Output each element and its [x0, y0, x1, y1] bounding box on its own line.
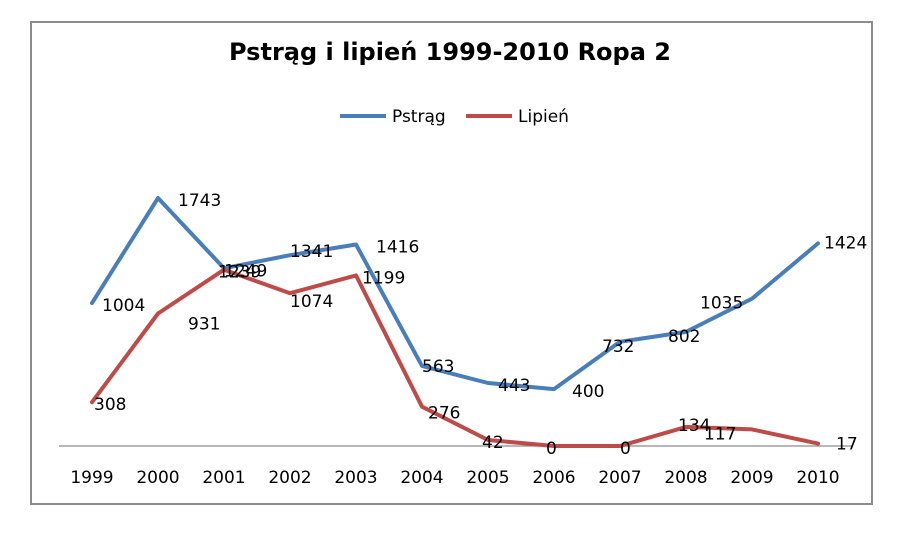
- x-tick-label: 2008: [664, 468, 707, 488]
- data-label: 42: [482, 433, 504, 453]
- x-tick-label: 2005: [466, 468, 509, 488]
- data-label: 1249: [224, 261, 267, 281]
- series-line-lipien: [90, 267, 820, 448]
- x-tick-label: 2000: [136, 468, 179, 488]
- data-label: 1004: [102, 296, 145, 316]
- legend-label: Lipień: [518, 107, 569, 127]
- x-tick-label: 2009: [730, 468, 773, 488]
- data-label: 276: [428, 404, 460, 424]
- data-label: 17: [836, 435, 858, 455]
- chart-title: Pstrąg i lipień 1999-2010 Ropa 2: [229, 38, 671, 66]
- data-label: 1743: [178, 191, 221, 211]
- data-label: 117: [704, 424, 736, 444]
- data-label: 0: [620, 439, 631, 459]
- x-tick-label: 2001: [202, 468, 245, 488]
- data-label: 1416: [376, 238, 419, 258]
- x-tick-label: 2004: [400, 468, 443, 488]
- x-tick-label: 2003: [334, 468, 377, 488]
- data-label: 400: [572, 382, 604, 402]
- x-tick-label: 1999: [70, 468, 113, 488]
- data-label: 563: [422, 357, 454, 377]
- x-tick-label: 2006: [532, 468, 575, 488]
- legend: Pstrąg Lipień: [340, 107, 569, 127]
- data-label: 1239: [218, 263, 261, 283]
- series-line-pstrag: [90, 196, 820, 392]
- data-label: 802: [668, 327, 700, 347]
- data-label: 931: [188, 315, 220, 335]
- chart-frame: [30, 21, 873, 505]
- data-label: 732: [602, 337, 634, 357]
- data-label: 308: [94, 395, 126, 415]
- data-label: 1341: [290, 242, 333, 262]
- x-tick-label: 2010: [796, 468, 839, 488]
- data-label: 1074: [290, 292, 333, 312]
- data-label: 1424: [824, 233, 867, 253]
- data-label: 0: [546, 439, 557, 459]
- x-tick-label: 2002: [268, 468, 311, 488]
- x-axis: 1999 2000 2001 2002 2003 2004 2005 2006 2007 2008…: [59, 445, 852, 488]
- x-tick-label: 2007: [598, 468, 641, 488]
- data-label: 1035: [700, 294, 743, 314]
- series-group: [90, 196, 820, 448]
- data-label: 1199: [362, 268, 405, 288]
- data-label: 134: [678, 416, 710, 436]
- legend-label: Pstrąg: [392, 107, 446, 127]
- data-label: 443: [498, 376, 530, 396]
